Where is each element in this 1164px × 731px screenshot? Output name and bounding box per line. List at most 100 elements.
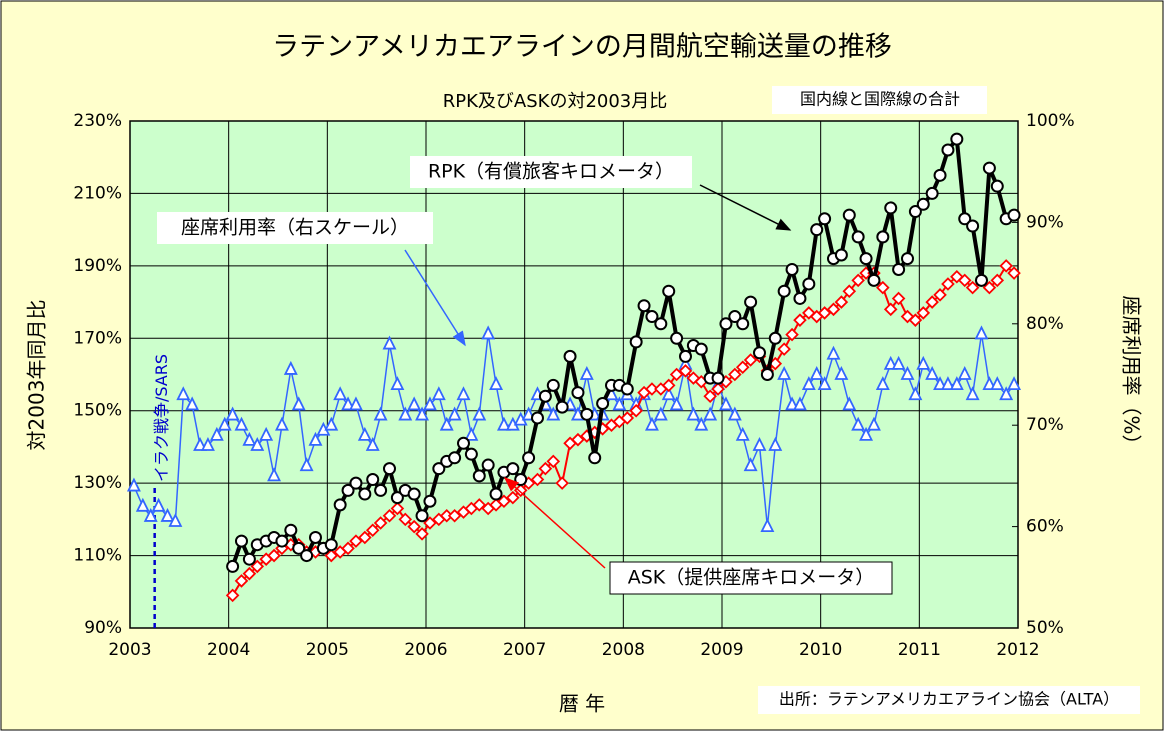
point: [629, 335, 643, 349]
point: [842, 396, 857, 411]
point: [982, 280, 997, 295]
point: [719, 317, 733, 331]
point: [234, 416, 249, 431]
point: [407, 487, 421, 501]
y-tick-label: 230%: [73, 111, 122, 131]
note-box: [772, 86, 987, 114]
point: [851, 416, 866, 431]
point: [752, 346, 766, 360]
point: [941, 277, 955, 291]
point: [349, 476, 363, 490]
point: [596, 396, 610, 410]
point: [382, 335, 397, 350]
point: [514, 473, 528, 487]
series-label: RPK（有償旅客キロメータ）: [428, 161, 674, 183]
point: [135, 497, 150, 512]
point: [834, 295, 849, 309]
y2-tick-label: 70%: [1026, 415, 1064, 435]
point: [225, 588, 240, 603]
point: [653, 406, 668, 421]
point: [916, 355, 931, 370]
point: [694, 342, 708, 356]
point: [283, 360, 298, 375]
point: [341, 483, 355, 497]
point: [974, 325, 989, 340]
point: [900, 252, 914, 266]
point: [1007, 266, 1021, 280]
point: [200, 436, 215, 451]
point: [373, 516, 388, 530]
point: [267, 548, 281, 563]
point: [950, 132, 964, 146]
point: [579, 365, 594, 380]
point: [834, 365, 849, 380]
point: [348, 396, 363, 411]
point: [990, 179, 1004, 193]
point: [925, 186, 939, 200]
point: [546, 454, 561, 469]
point: [792, 396, 807, 411]
point: [810, 223, 824, 237]
y-tick-label: 170%: [73, 328, 122, 348]
point: [185, 396, 200, 411]
point: [423, 494, 437, 508]
chart-title: ラテンアメリカエアラインの月間航空輸送量の推移: [272, 32, 892, 63]
point: [867, 273, 881, 287]
y-tick-label: 90%: [84, 618, 122, 638]
point: [530, 472, 545, 487]
point: [217, 416, 232, 431]
note: 国内線と国際線の合計: [800, 90, 960, 109]
point: [743, 457, 758, 472]
point: [809, 365, 824, 380]
point: [817, 306, 832, 320]
series-label: 座席利用率（右スケール）: [181, 217, 409, 239]
point: [472, 406, 487, 421]
point: [785, 327, 799, 342]
point: [546, 378, 560, 392]
point: [925, 365, 940, 380]
y2-tick-label: 90%: [1026, 212, 1064, 232]
x-tick-label: 2004: [207, 640, 250, 660]
point: [777, 365, 792, 380]
point: [522, 451, 536, 465]
point: [456, 436, 470, 450]
point: [358, 530, 372, 545]
point: [497, 494, 511, 509]
point: [875, 376, 890, 391]
point: [209, 426, 224, 441]
point: [324, 538, 338, 552]
y2-axis-label: 座席利用率（%）: [1120, 295, 1144, 454]
point: [891, 291, 906, 306]
point: [933, 376, 948, 391]
point: [686, 406, 701, 421]
point: [785, 396, 800, 411]
point: [341, 396, 356, 411]
point: [908, 313, 923, 327]
point: [226, 559, 240, 573]
point: [431, 386, 446, 401]
point: [826, 302, 841, 317]
arrow: [503, 476, 606, 569]
point: [965, 280, 980, 295]
point: [990, 273, 1005, 288]
point: [654, 317, 668, 331]
point: [234, 574, 249, 588]
point: [407, 396, 422, 411]
point: [711, 382, 725, 396]
point: [432, 462, 446, 476]
point: [644, 416, 659, 431]
point: [349, 534, 363, 548]
point: [933, 288, 947, 302]
point: [341, 541, 355, 556]
y-tick-label: 210%: [73, 183, 122, 203]
point: [168, 513, 183, 527]
point: [883, 355, 898, 370]
point: [999, 386, 1014, 401]
point: [908, 205, 922, 219]
point: [990, 376, 1005, 391]
point: [242, 431, 257, 446]
point: [678, 364, 693, 378]
point: [743, 353, 758, 367]
point: [876, 280, 890, 295]
point: [957, 365, 972, 380]
